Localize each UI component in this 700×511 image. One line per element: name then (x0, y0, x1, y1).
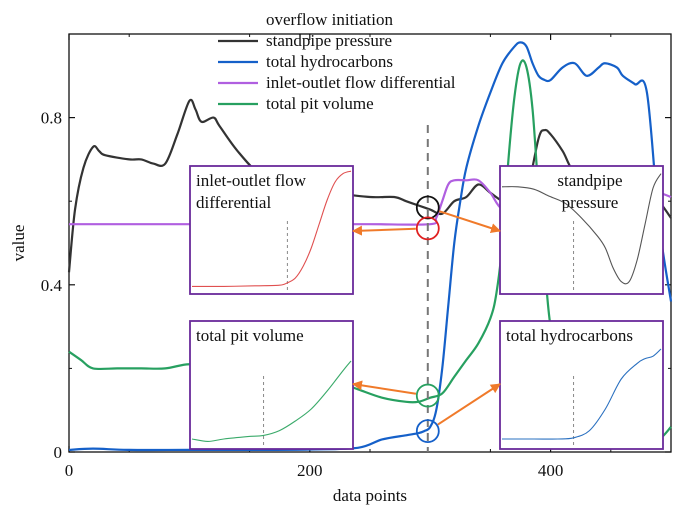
legend-label: standpipe pressure (266, 31, 392, 50)
x-tick-label: 0 (65, 461, 74, 480)
inset-panel: standpipe pressure (499, 165, 664, 295)
series-line (67, 98, 672, 273)
legend: overflow initiation standpipe pressure tot… (218, 10, 456, 113)
legend-label: inlet-outlet flow differential (266, 73, 456, 92)
callouts-group (352, 195, 501, 444)
callout-circle (415, 419, 440, 444)
inset-frame (189, 165, 354, 295)
inset-label: total pit volume (196, 326, 304, 345)
inset-label: inlet-outlet flow (196, 171, 307, 190)
inset-frame (499, 320, 664, 450)
y-tick-label: 0.4 (41, 276, 63, 295)
insets-group: inlet-outlet flow differential standpipe pr… (189, 165, 664, 450)
x-tick-label: 200 (297, 461, 323, 480)
inset-label: pressure (562, 193, 619, 212)
inset-label: total hydrocarbons (506, 326, 633, 345)
inset-label: differential (196, 193, 271, 212)
inset-curve (191, 170, 352, 287)
axes: 0 200 400 0 0.4 0.8 data points value (9, 33, 672, 505)
inset-label: standpipe (557, 171, 622, 190)
series-line (68, 41, 673, 452)
inset-curve (191, 360, 352, 442)
legend-label: total pit volume (266, 94, 374, 113)
y-tick-label: 0 (54, 443, 63, 462)
inset-panel: inlet-outlet flow differential (189, 165, 354, 295)
inset-frame (189, 320, 354, 450)
y-tick-label: 0.8 (41, 109, 62, 128)
inset-curve (501, 173, 662, 285)
legend-label: total hydrocarbons (266, 52, 393, 71)
x-axis-label: data points (333, 486, 407, 505)
callout-arrow (352, 380, 417, 395)
callout-arrow (438, 210, 501, 233)
inset-curve (502, 348, 662, 440)
y-axis-label: value (9, 225, 28, 262)
x-tick-label: 400 (538, 461, 564, 480)
callout-arrow (437, 383, 501, 426)
callout-circle (415, 383, 440, 408)
inset-panel: total pit volume (189, 320, 354, 450)
callout-circle (415, 216, 440, 241)
chart-title: overflow initiation (266, 10, 394, 29)
callout-arrow (352, 225, 416, 236)
inset-panel: total hydrocarbons (499, 320, 664, 450)
callout-circle (415, 195, 440, 220)
